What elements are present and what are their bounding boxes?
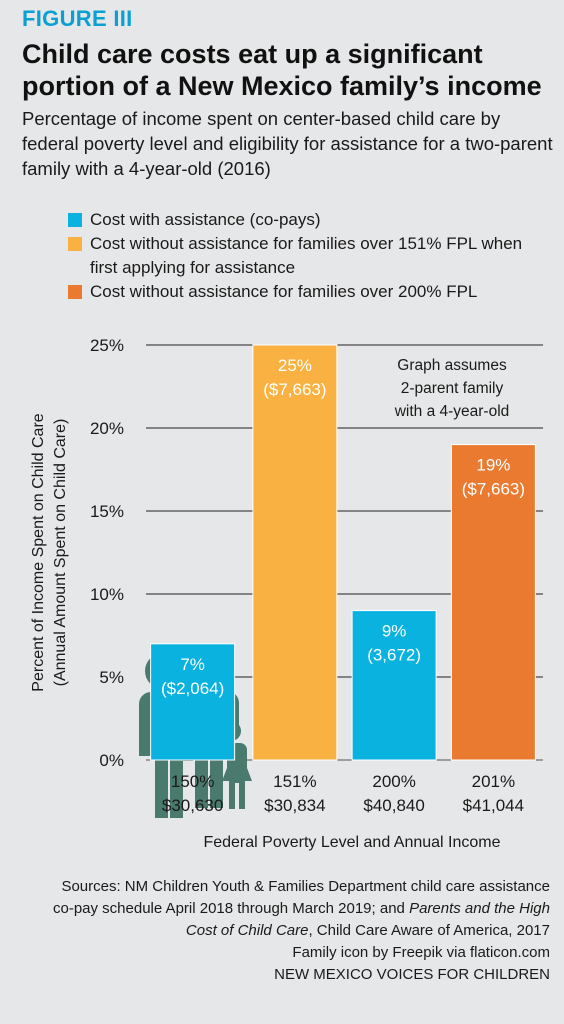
x-axis-title: Federal Poverty Level and Annual Income [203, 834, 500, 851]
x-tick-label: $30,834 [264, 796, 325, 815]
legend-label: Cost without assistance for families ove… [90, 282, 478, 301]
source-line: , Child Care Aware of America, 2017 [308, 922, 550, 939]
x-tick-label: 201% [472, 772, 515, 791]
annotation-line: with a 4-year-old [394, 403, 510, 420]
y-tick-label: 25% [90, 336, 124, 355]
bar [252, 344, 338, 761]
bar [150, 643, 236, 761]
y-axis-title: (Annual Amount Spent on Child Care) [52, 419, 69, 687]
y-tick-label: 20% [90, 419, 124, 438]
chart-subtitle: Percentage of income spent on center-bas… [22, 108, 553, 179]
y-tick-label: 5% [99, 668, 124, 687]
data-label: ($7,663) [263, 380, 326, 399]
data-label: ($7,663) [462, 480, 525, 499]
data-label: ($2,064) [161, 679, 224, 698]
y-tick-label: 0% [99, 751, 124, 770]
legend-item: Cost without assistance for families ove… [68, 280, 548, 304]
y-tick-label: 15% [90, 502, 124, 521]
data-label: (3,672) [367, 646, 421, 665]
y-axis-title: Percent of Income Spent on Child Care [30, 413, 47, 691]
organization-name: NEW MEXICO VOICES FOR CHILDREN [274, 966, 550, 983]
x-tick-label: 151% [273, 772, 316, 791]
data-label: 9% [382, 622, 407, 641]
source-line: Sources: NM Children Youth & Families De… [52, 878, 550, 917]
x-tick-label: $30,630 [162, 796, 223, 815]
x-tick-label: $40,840 [363, 796, 424, 815]
icon-credit: Family icon by Freepik via flaticon.com [292, 944, 550, 961]
figure-label: FIGURE III [22, 6, 133, 31]
data-label: 19% [476, 456, 510, 475]
annotation-line: 2-parent family [401, 380, 504, 397]
legend-item: Cost with assistance (co-pays) [68, 208, 548, 232]
legend-swatch [68, 285, 82, 299]
x-tick-label: 150% [171, 772, 214, 791]
x-tick-label: 200% [372, 772, 415, 791]
x-tick-label: $41,044 [463, 796, 524, 815]
legend-label: Cost without assistance for families ove… [90, 234, 523, 277]
y-tick-label: 10% [90, 585, 124, 604]
source-title: Parents and the High Cost of Child Care [185, 900, 550, 939]
data-label: 25% [278, 356, 312, 375]
legend-label: Cost with assistance (co-pays) [90, 210, 321, 229]
chart-title: Child care costs eat up a significant po… [22, 39, 542, 101]
legend-item: Cost without assistance for families ove… [68, 232, 548, 280]
legend-swatch [68, 237, 82, 251]
annotation-line: Graph assumes [397, 357, 507, 374]
legend: Cost with assistance (co-pays) Cost with… [68, 208, 548, 304]
data-label: 7% [180, 655, 205, 674]
bar [450, 444, 536, 761]
chart-annotation: Graph assumes 2-parent family with a 4-yea… [394, 357, 510, 420]
bar [351, 610, 437, 761]
legend-swatch [68, 213, 82, 227]
sources: Sources: NM Children Youth & Families De… [40, 876, 550, 986]
bar-chart: 0% 5% 10% 15% 20% 25% Percent of Income Spent … [30, 336, 543, 851]
